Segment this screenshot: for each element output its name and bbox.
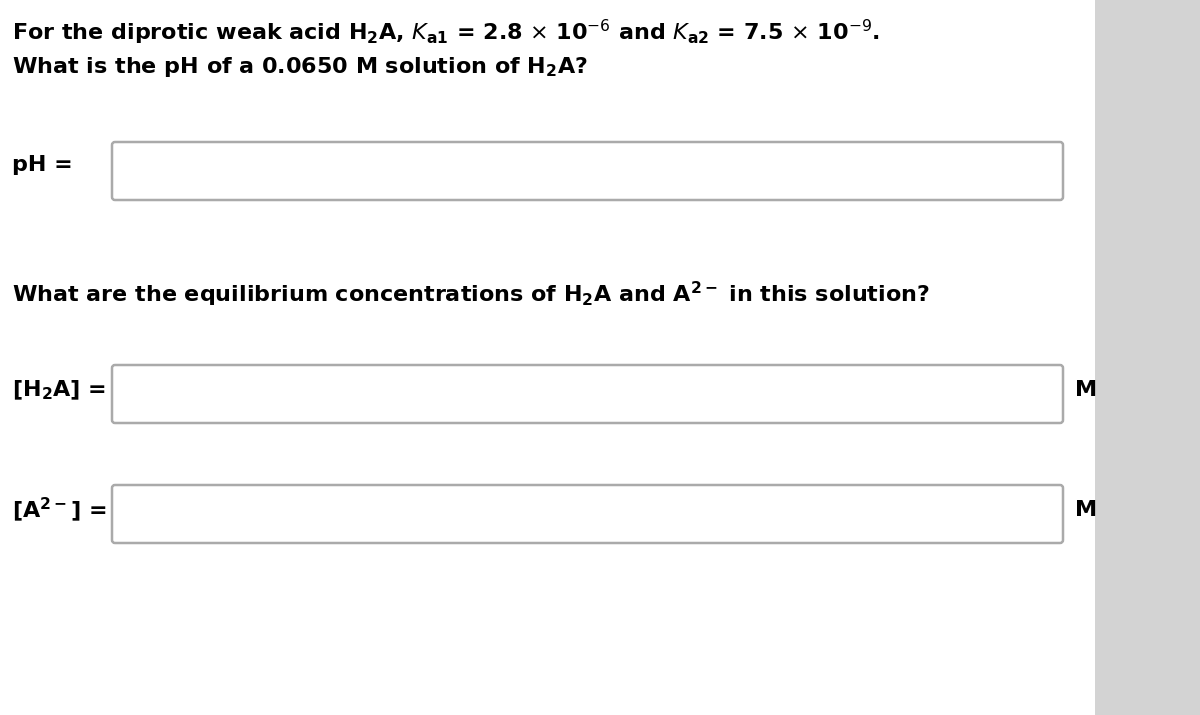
FancyBboxPatch shape <box>112 365 1063 423</box>
Text: $\mathregular{[A^{2-}]}$ =: $\mathregular{[A^{2-}]}$ = <box>12 495 107 524</box>
Text: What are the equilibrium concentrations of $\mathregular{H_2A}$ and $\mathregula: What are the equilibrium concentrations … <box>12 280 930 309</box>
Bar <box>1096 0 1200 715</box>
Text: M: M <box>1075 500 1097 520</box>
Text: $\mathregular{[H_2A]}$ =: $\mathregular{[H_2A]}$ = <box>12 378 106 402</box>
Text: pH =: pH = <box>12 155 73 175</box>
Text: What is the pH of a 0.0650 M solution of $\mathregular{H_2A}$?: What is the pH of a 0.0650 M solution of… <box>12 55 588 79</box>
FancyBboxPatch shape <box>112 142 1063 200</box>
Text: M: M <box>1075 380 1097 400</box>
FancyBboxPatch shape <box>112 485 1063 543</box>
Text: For the diprotic weak acid $\mathregular{H_2A}$, $\mathit{K}_\mathregular{a1}$ =: For the diprotic weak acid $\mathregular… <box>12 18 880 47</box>
